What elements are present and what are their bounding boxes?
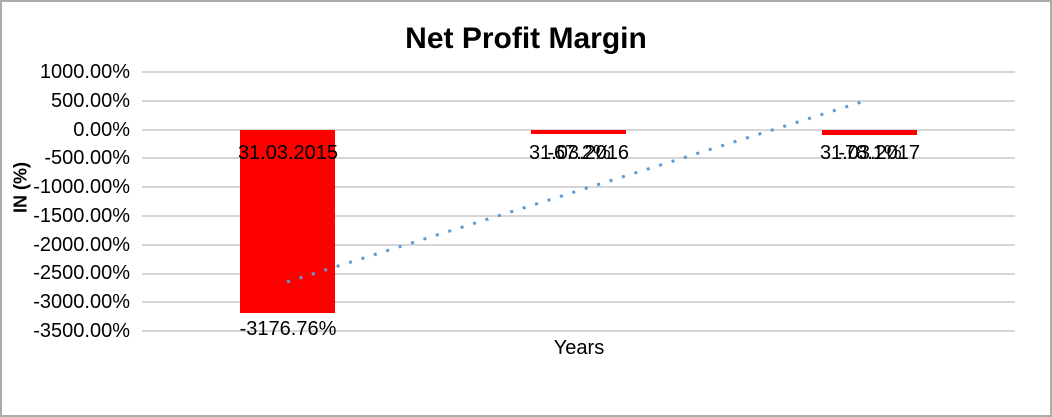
chart-title: Net Profit Margin [405, 22, 647, 55]
value-label-2016: -67.2% [547, 142, 611, 164]
bar-2016 [531, 130, 626, 134]
y-tick-label: -3000.00% [33, 291, 130, 313]
trendline [286, 98, 869, 284]
gridline [142, 100, 1015, 102]
category-label-2015: 31.03.2015 [237, 142, 339, 164]
y-tick-label: -2500.00% [33, 262, 130, 284]
gridline [142, 301, 1015, 303]
gridline [142, 330, 1015, 332]
y-tick-label: 1000.00% [39, 61, 130, 83]
gridline [142, 71, 1015, 73]
category-label-2017: 31.03.2017 [819, 142, 921, 164]
value-label-2015: -3176.76% [239, 318, 337, 340]
y-tick-label: -500.00% [44, 147, 130, 169]
y-tick-label: -1000.00% [33, 176, 130, 198]
y-tick-label: -1500.00% [33, 205, 130, 227]
value-label-2017: -78.1% [838, 142, 902, 164]
y-tick-label: 0.00% [73, 119, 130, 141]
x-axis-title: Years [553, 337, 605, 359]
bar-2017 [822, 130, 917, 135]
y-tick-label: -3500.00% [33, 320, 130, 342]
y-tick-label: -2000.00% [33, 234, 130, 256]
y-tick-label: 500.00% [51, 90, 130, 112]
category-label-2016: 31.03.2016 [528, 142, 630, 164]
